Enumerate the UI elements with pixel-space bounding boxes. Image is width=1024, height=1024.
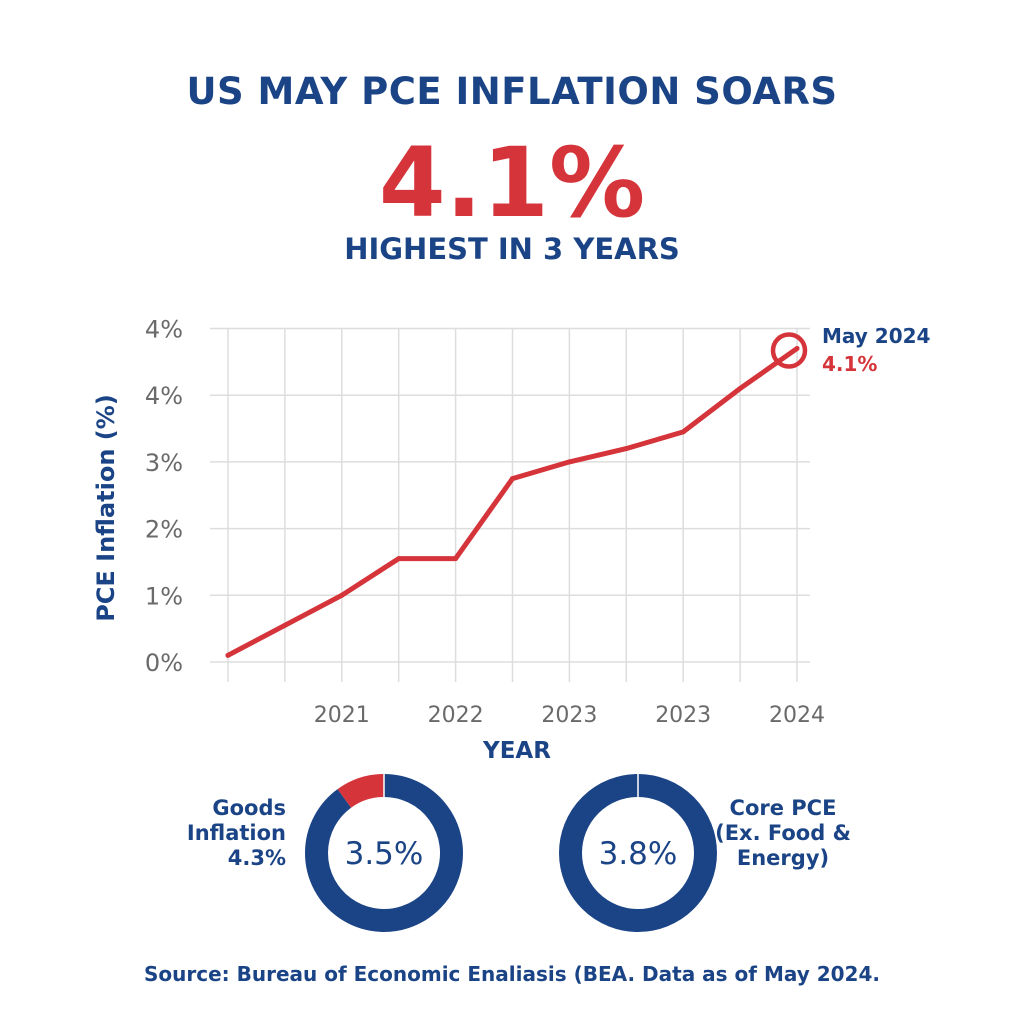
x-axis-title: YEAR: [482, 738, 551, 764]
plot-grid: [210, 327, 810, 682]
annotation-value: 4.1%: [822, 352, 877, 376]
data-point: [794, 346, 800, 352]
core-donut: [559, 774, 717, 932]
y-tick-label: 2%: [145, 516, 183, 544]
core-donut-center-label: 3.8%: [599, 836, 678, 872]
core-donut-side-label: Core PCE: [730, 796, 837, 820]
data-point: [510, 476, 515, 482]
data-point: [737, 386, 743, 392]
core-donut-side-label: (Ex. Food &: [715, 821, 851, 845]
x-tick-label: 2022: [428, 703, 484, 728]
headline-stat: 4.1%: [378, 127, 646, 239]
x-tick-label: 2023: [655, 703, 711, 728]
source-note: Source: Bureau of Economic Enaliasis (BE…: [143, 962, 880, 986]
x-tick-label: 2023: [541, 703, 597, 728]
data-point: [453, 556, 459, 562]
y-axis-title: PCE Inflation (%): [92, 394, 120, 622]
y-tick-label: 3%: [145, 449, 183, 477]
goods-donut-side-label: 4.3%: [228, 846, 286, 870]
y-tick-label: 4%: [145, 316, 183, 344]
goods-donut: [305, 774, 463, 932]
goods-donut-side-label: Inflation: [187, 821, 286, 845]
goods-donut-center-label: 3.5%: [345, 836, 424, 872]
data-point: [680, 429, 686, 435]
goods-donut-side-label: Goods: [212, 796, 286, 820]
annotation-date: May 2024: [822, 324, 930, 348]
y-tick-label: 0%: [145, 649, 183, 677]
headline: US MAY PCE INFLATION SOARS: [186, 70, 838, 113]
highlight-ring: [770, 332, 808, 369]
x-tick-label: 2021: [314, 703, 370, 728]
donut-slice: [305, 774, 463, 932]
data-point: [396, 556, 402, 562]
data-point: [225, 652, 231, 658]
y-tick-label: 4%: [145, 382, 183, 410]
y-tick-label: 1%: [145, 582, 183, 610]
data-point: [282, 622, 288, 628]
data-point: [339, 592, 345, 598]
core-donut-side-label: Energy): [737, 846, 829, 870]
subheadline: HIGHEST IN 3 YEARS: [344, 232, 680, 266]
x-tick-label: 2024: [769, 703, 825, 728]
data-point: [623, 446, 629, 452]
donut-slice: [337, 774, 385, 808]
data-point: [566, 459, 572, 465]
